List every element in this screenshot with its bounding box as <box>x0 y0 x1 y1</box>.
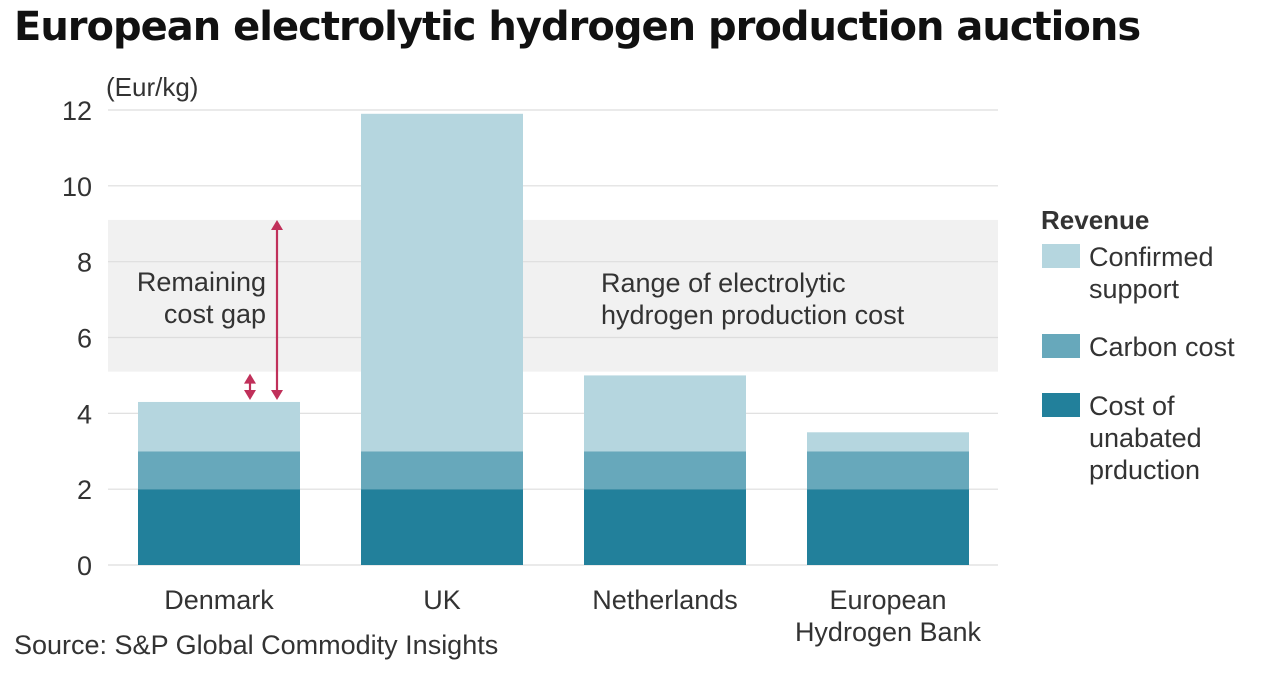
x-category-label: Netherlands <box>592 585 738 615</box>
large-gap-arrow-head-down <box>271 389 283 400</box>
cost-gap-annotation: Remaining <box>137 267 266 297</box>
legend-label: Confirmed <box>1089 242 1214 272</box>
y-tick-label: 6 <box>77 324 92 354</box>
large-gap-arrow-head-up <box>271 219 283 230</box>
bar-european-hydrogen-bank-series-1 <box>807 451 969 490</box>
cost-range-band-label: hydrogen production cost <box>601 300 905 330</box>
small-gap-arrow-head-down <box>244 389 256 400</box>
bar-uk-series-1 <box>361 451 523 490</box>
y-tick-label: 10 <box>62 172 92 202</box>
axis-labels: 0 2 4 6 8 10 12 (Eur/kg) Denmark UK Netherlands Eur… <box>62 72 982 647</box>
y-tick-label: 4 <box>77 399 92 429</box>
large-gap-arrow <box>271 219 283 400</box>
bar-uk-series-2 <box>361 113 523 452</box>
bar-netherlands-series-2 <box>584 375 746 452</box>
bars <box>138 113 969 565</box>
bar-denmark-series-0 <box>138 489 300 565</box>
x-category-label: UK <box>423 585 461 615</box>
bar-european-hydrogen-bank-series-2 <box>807 432 969 452</box>
cost-gap-annotation: cost gap <box>164 299 266 329</box>
bar-denmark-series-1 <box>138 451 300 490</box>
y-axis-label: (Eur/kg) <box>106 72 198 102</box>
bar-european-hydrogen-bank-series-0 <box>807 489 969 565</box>
cost-range-band <box>108 219 998 372</box>
legend-label: Carbon cost <box>1089 332 1235 362</box>
y-tick-label: 0 <box>77 551 92 581</box>
legend-label: support <box>1089 274 1180 304</box>
y-tick-label: 2 <box>77 475 92 505</box>
small-gap-arrow-head-up <box>244 373 256 384</box>
cost-range-band-label: Range of electrolytic <box>601 268 846 298</box>
source-note: Source: S&P Global Commodity Insights <box>14 630 499 660</box>
chart-title: European electrolytic hydrogen productio… <box>14 4 1141 50</box>
legend-swatch <box>1042 334 1080 358</box>
x-category-label: Denmark <box>164 585 274 615</box>
y-tick-label: 12 <box>62 96 92 126</box>
x-category-label: Hydrogen Bank <box>795 617 982 647</box>
legend-label: prduction <box>1089 455 1200 485</box>
cost-range-band-layer <box>108 219 998 372</box>
small-gap-arrow <box>244 373 256 400</box>
legend-swatch <box>1042 244 1080 268</box>
legend-title: Revenue <box>1041 205 1149 235</box>
bar-denmark-series-2 <box>138 401 300 452</box>
legend-label: unabated <box>1089 423 1202 453</box>
legend-swatch <box>1042 393 1080 417</box>
legend-label: Cost of <box>1089 391 1175 421</box>
bar-netherlands-series-1 <box>584 451 746 490</box>
x-category-label: European <box>829 585 946 615</box>
y-tick-label: 8 <box>77 248 92 278</box>
bar-netherlands-series-0 <box>584 489 746 565</box>
bar-uk-series-0 <box>361 489 523 565</box>
